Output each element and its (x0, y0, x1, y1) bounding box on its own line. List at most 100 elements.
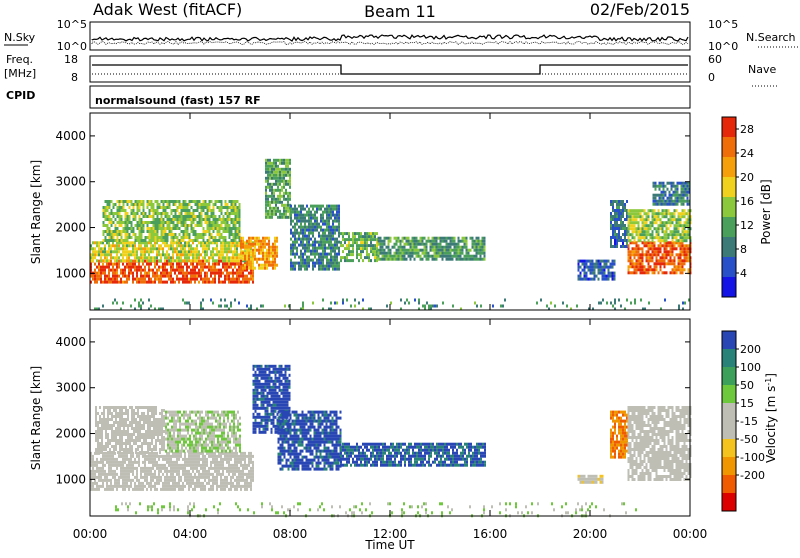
data-cell (326, 223, 328, 226)
data-cell (179, 218, 181, 221)
data-cell (172, 259, 174, 262)
data-cell (186, 278, 188, 281)
data-cell (674, 209, 676, 212)
data-cell (187, 230, 189, 233)
data-cell (233, 212, 235, 215)
data-cell (318, 232, 320, 235)
data-cell (168, 263, 170, 266)
data-cell (173, 224, 175, 227)
data-cell (312, 241, 314, 244)
data-cell (388, 252, 390, 255)
data-cell (648, 253, 650, 256)
data-cell (121, 206, 123, 209)
data-cell (190, 272, 192, 275)
data-cell (262, 252, 264, 255)
data-cell (644, 212, 646, 215)
data-cell (233, 224, 235, 227)
data-cell (117, 239, 119, 242)
data-cell (418, 243, 420, 246)
data-cell (152, 476, 154, 479)
data-cell (106, 250, 108, 253)
data-cell (113, 212, 115, 215)
data-cell (314, 247, 316, 250)
data-cell (238, 269, 240, 272)
data-cell (336, 256, 338, 259)
data-cell (117, 230, 119, 233)
data-cell (250, 479, 252, 482)
data-cell (173, 215, 175, 218)
data-cell (204, 473, 206, 476)
data-cell (119, 221, 121, 224)
data-cell (220, 467, 222, 470)
data-cell (227, 215, 229, 218)
data-cell (182, 250, 184, 253)
data-cell (279, 195, 281, 198)
data-cell (119, 218, 121, 221)
data-cell (370, 232, 372, 235)
data-cell (124, 269, 126, 272)
data-cell (620, 212, 622, 215)
data-cell (225, 236, 227, 239)
data-cell (622, 212, 624, 215)
y-tick-label: 3000 (55, 175, 86, 189)
data-cell (203, 236, 205, 239)
data-cell (271, 207, 273, 210)
data-cell (668, 218, 670, 221)
data-cell (132, 464, 134, 467)
data-cell (230, 247, 232, 250)
data-cell (166, 250, 168, 253)
colorbar-segment (722, 137, 736, 158)
data-cell (134, 482, 136, 485)
data-cell (314, 220, 316, 223)
data-cell (400, 299, 402, 302)
data-cell (222, 485, 224, 488)
data-cell (128, 467, 130, 470)
data-cell (109, 230, 111, 233)
data-cell (178, 458, 180, 461)
data-cell (664, 215, 666, 218)
data-cell (98, 476, 100, 479)
data-cell (410, 240, 412, 243)
data-cell (450, 252, 452, 255)
data-cell (674, 247, 676, 250)
data-cell (242, 278, 244, 281)
data-cell (163, 233, 165, 236)
data-cell (111, 218, 113, 221)
data-cell (332, 226, 334, 229)
data-cell (252, 258, 254, 261)
data-cell (172, 256, 174, 259)
data-cell (184, 302, 186, 305)
data-cell (184, 485, 186, 488)
data-cell (414, 240, 416, 243)
data-cell (582, 269, 584, 272)
data-cell (159, 224, 161, 227)
data-cell (202, 263, 204, 266)
data-cell (652, 253, 654, 256)
data-cell (229, 212, 231, 215)
data-cell (92, 247, 94, 250)
data-cell (233, 221, 235, 224)
data-cell (102, 464, 104, 467)
data-cell (312, 253, 314, 256)
data-cell (125, 239, 127, 242)
data-cell (98, 269, 100, 272)
data-cell (212, 458, 214, 461)
data-cell (171, 233, 173, 236)
data-cell (388, 258, 390, 261)
data-cell (314, 205, 316, 208)
data-cell (132, 281, 134, 284)
data-cell (272, 261, 274, 264)
data-cell (281, 186, 283, 189)
data-cell (228, 244, 230, 247)
data-cell (422, 305, 424, 308)
data-cell (121, 224, 123, 227)
data-cell (199, 212, 201, 215)
data-cell (198, 269, 200, 272)
data-cell (310, 214, 312, 217)
data-cell (180, 253, 182, 256)
data-cell (680, 236, 682, 239)
data-cell (118, 256, 120, 259)
data-cell (356, 247, 358, 250)
data-cell (284, 305, 286, 308)
